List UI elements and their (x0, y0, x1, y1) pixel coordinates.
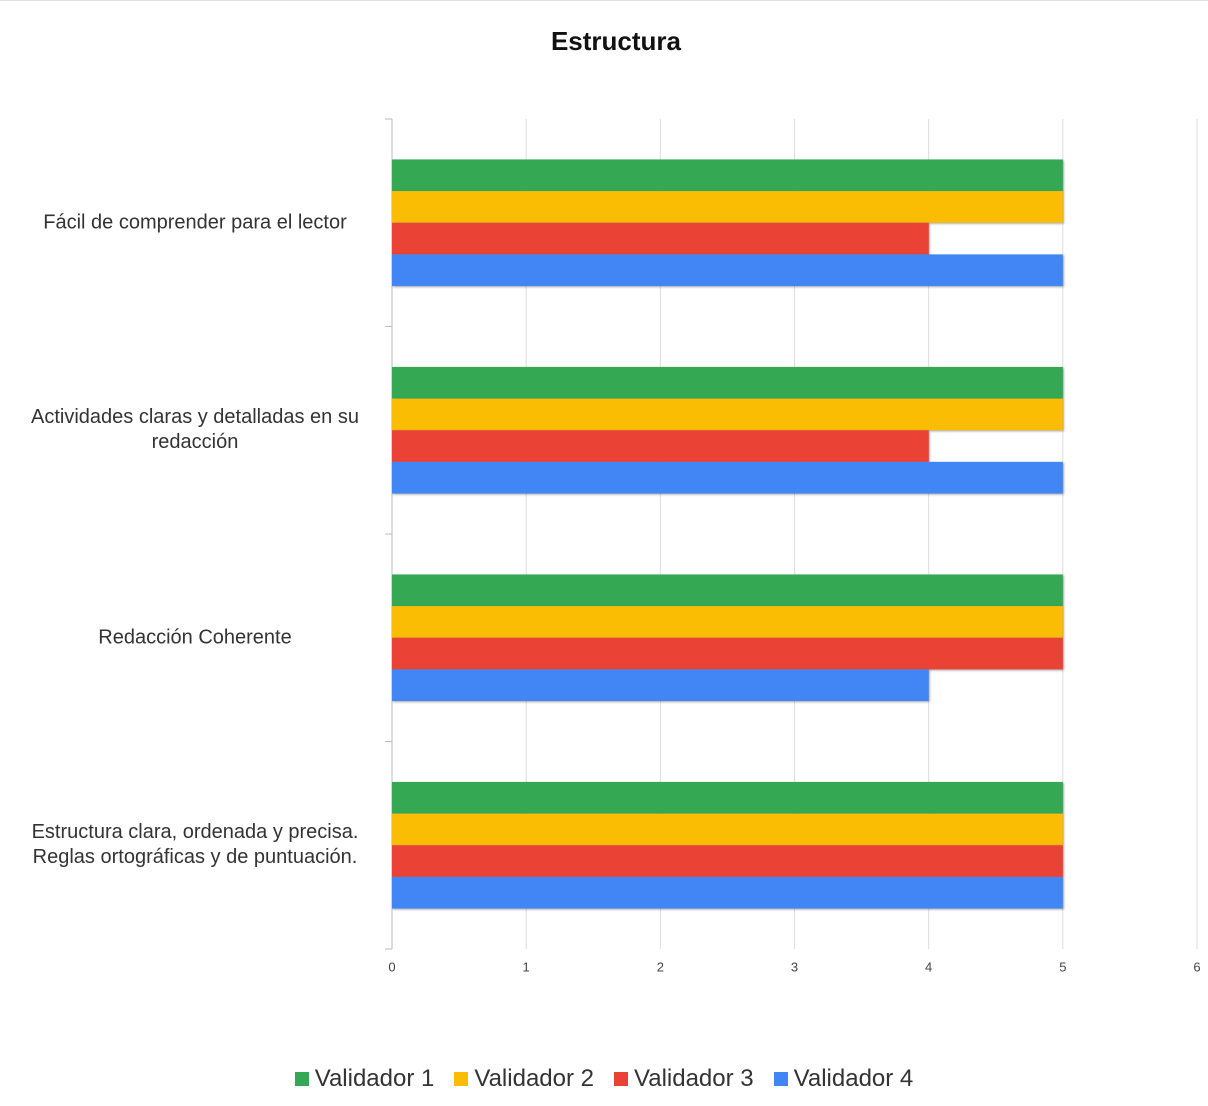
legend-label: Validador 1 (314, 1065, 435, 1092)
legend-item: Validador 3 (614, 1065, 754, 1093)
bar (392, 191, 1063, 223)
legend-label: Validador 4 (793, 1065, 914, 1092)
bar (392, 876, 1063, 909)
bar (392, 398, 1063, 431)
legend-item: Validador 1 (294, 1065, 435, 1093)
x-tick-label: 6 (1193, 959, 1200, 974)
bar (392, 669, 929, 702)
bar (392, 222, 929, 255)
legend-swatch (773, 1072, 788, 1086)
bar (392, 606, 1063, 638)
y-tick-label: Estructura clara, ordenada y precisa. Re… (31, 821, 359, 869)
bar (392, 781, 1063, 814)
x-tick-label: 1 (523, 959, 530, 974)
x-tick-label: 5 (1059, 959, 1066, 974)
bar (392, 845, 1063, 877)
bar (392, 461, 1063, 494)
bar (392, 159, 1063, 192)
bar (392, 574, 1063, 607)
y-tick-label: Redacción Coherente (98, 626, 292, 649)
bar (392, 366, 1063, 399)
bar (392, 430, 929, 462)
legend-label: Validador 3 (634, 1065, 754, 1092)
legend-swatch (294, 1072, 309, 1086)
legend-swatch (614, 1072, 628, 1086)
legend-item: Validador 4 (773, 1065, 914, 1093)
chart-title: Estructura (551, 26, 682, 56)
bar (392, 254, 1063, 287)
y-tick-label: Fácil de comprender para el lector (43, 211, 347, 234)
legend-label: Validador 2 (474, 1065, 594, 1092)
y-tick-label: Actividades claras y detalladas en su re… (31, 406, 359, 454)
x-tick-label: 3 (791, 959, 798, 974)
x-tick-label: 4 (925, 959, 932, 974)
legend: Validador 1 Validador 2 Validador 3 Validad… (0, 1065, 1208, 1093)
bar (392, 813, 1063, 846)
x-tick-label: 0 (388, 959, 395, 974)
legend-item: Validador 2 (454, 1065, 594, 1093)
legend-swatch (454, 1072, 469, 1086)
x-tick-label: 2 (657, 959, 664, 974)
bar (392, 637, 1063, 670)
